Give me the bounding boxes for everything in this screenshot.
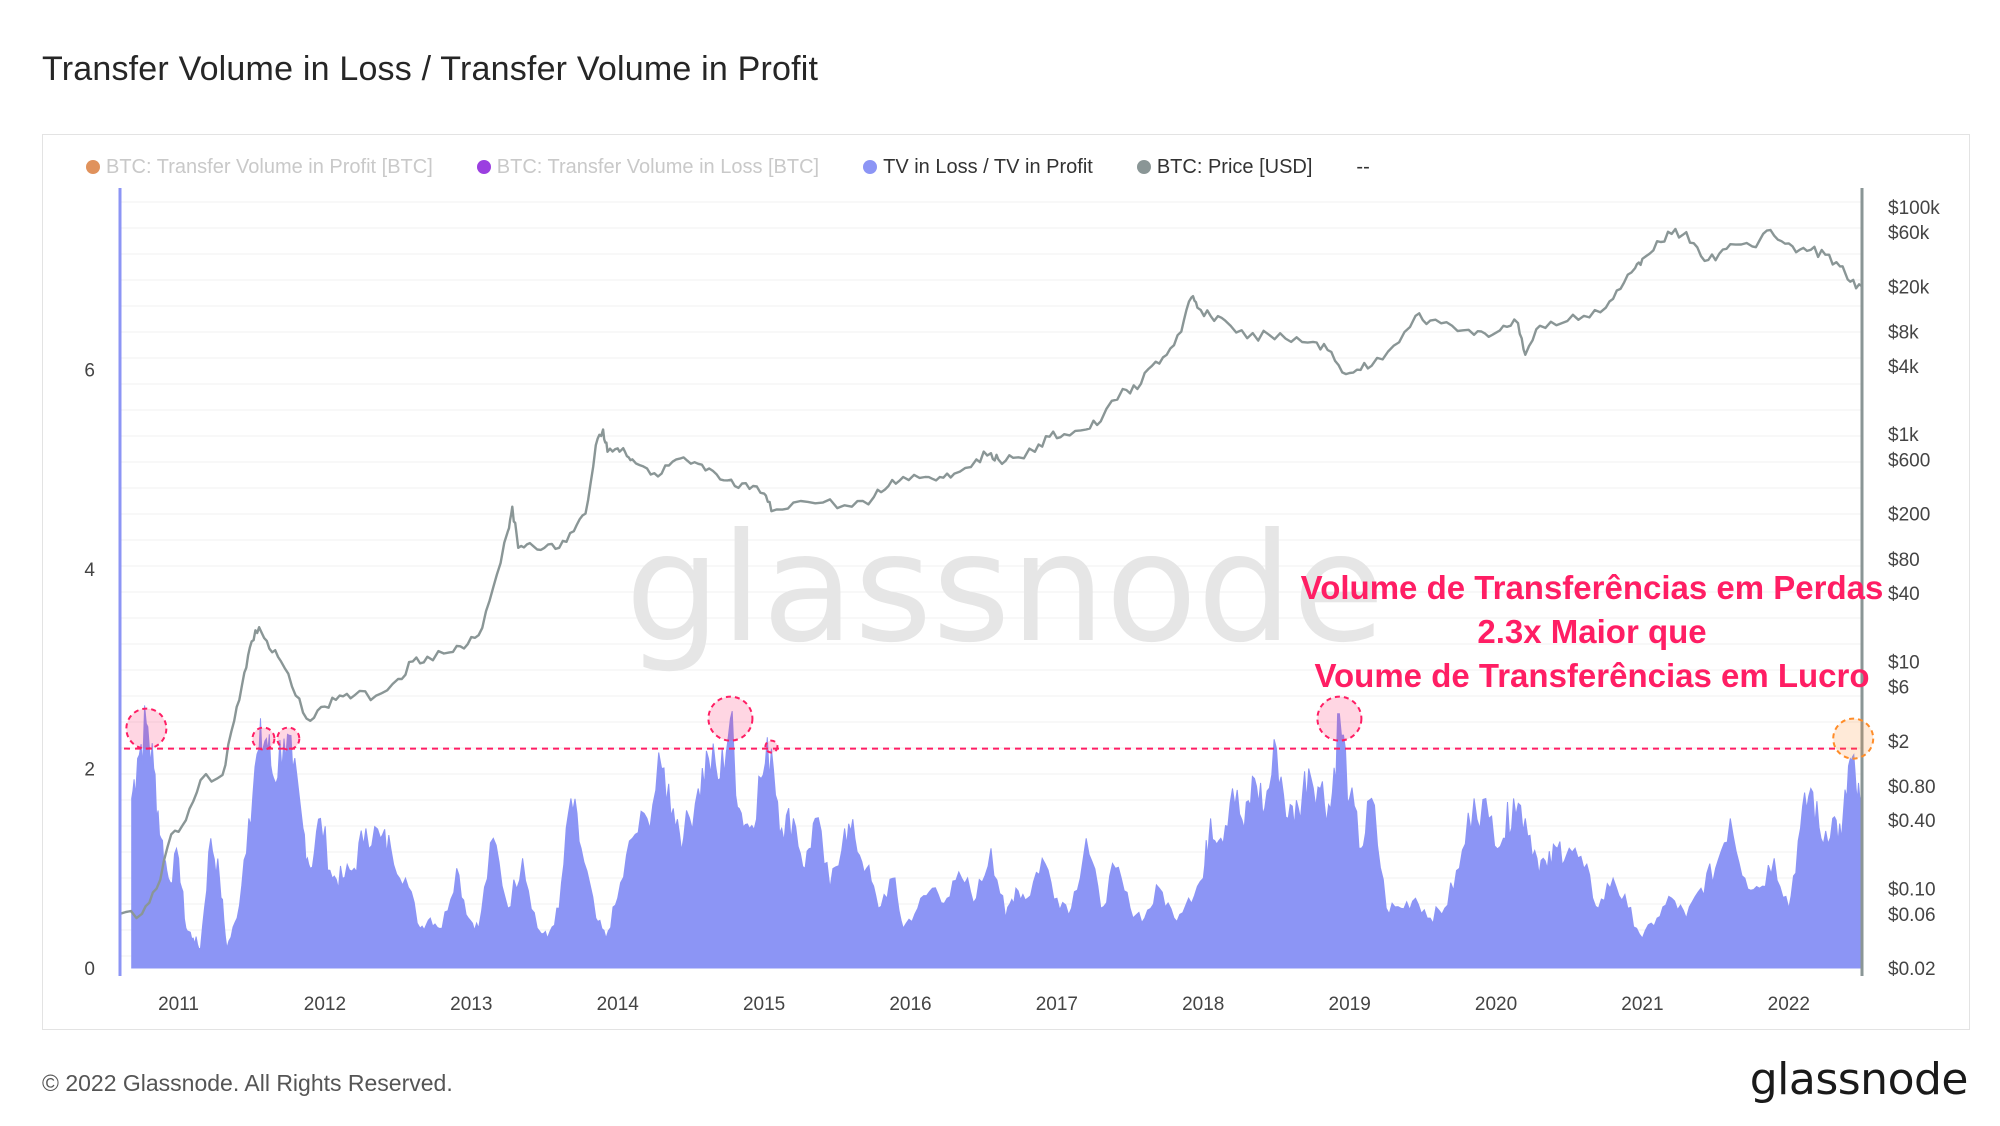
x-tick-label: 2019	[1329, 994, 1371, 1015]
page-title: Transfer Volume in Loss / Transfer Volum…	[42, 50, 819, 88]
y-right-tick-label: $60k	[1888, 223, 1930, 244]
legend-item-extra[interactable]: --	[1356, 156, 1369, 179]
y-right-tick-label: $600	[1888, 450, 1930, 471]
legend-dot-icon	[476, 160, 491, 174]
annotation-text-line: Voume de Transferências em Lucro	[1314, 657, 1869, 694]
y-right-tick-label: $40	[1888, 584, 1920, 605]
y-right-tick-label: $4k	[1888, 357, 1919, 378]
chart-panel	[42, 134, 1970, 1030]
x-tick-label: 2021	[1621, 994, 1663, 1015]
legend-label: TV in Loss / TV in Profit	[883, 155, 1093, 178]
y-right-tick-label: $200	[1888, 505, 1930, 526]
y-right-tick-label: $0.80	[1888, 777, 1936, 798]
x-tick-label: 2015	[743, 994, 785, 1015]
annotation-text-line: 2.3x Maior que	[1477, 613, 1706, 650]
y-right-tick-label: $8k	[1888, 323, 1919, 344]
y-left-tick-label: 2	[84, 760, 95, 781]
y-right-tick-label: $20k	[1888, 277, 1930, 298]
y-right-tick-label: $0.02	[1888, 959, 1936, 980]
legend-item-tv-loss[interactable]: BTC: Transfer Volume in Loss [BTC]	[476, 155, 820, 179]
legend-label: --	[1356, 155, 1370, 178]
x-tick-label: 2022	[1768, 994, 1810, 1015]
legend-item-ratio[interactable]: TV in Loss / TV in Profit	[863, 156, 1093, 179]
y-right-tick-label: $100k	[1888, 198, 1940, 219]
price-line-series	[119, 227, 1863, 920]
y-right-tick-label: $0.06	[1888, 905, 1936, 926]
legend-label: BTC: Transfer Volume in Loss [BTC]	[496, 155, 820, 178]
y-right-tick-label: $0.40	[1888, 811, 1936, 832]
peak-highlight-marker	[276, 726, 301, 751]
legend-item-price[interactable]: BTC: Price [USD]	[1136, 155, 1313, 179]
watermark-text: glassnode	[625, 502, 1384, 676]
footer-logo: glassnode	[1749, 1054, 1969, 1105]
y-right-tick-label: $0.10	[1888, 880, 1936, 901]
legend-label: BTC: Transfer Volume in Profit [BTC]	[106, 155, 433, 178]
annotation-text-line: Volume de Transferências em Perdas	[1301, 569, 1884, 606]
peak-highlight-marker	[251, 726, 276, 751]
legend-dot-icon	[86, 160, 100, 174]
y-left-tick-label: 6	[84, 361, 95, 382]
y-right-tick-label: $6	[1888, 678, 1909, 699]
y-left-tick-label: 0	[84, 959, 95, 980]
x-tick-label: 2014	[597, 994, 640, 1015]
legend-dot-icon	[863, 160, 878, 174]
peak-highlight-marker	[125, 707, 168, 750]
footer-copyright: © 2022 Glassnode. All Rights Reserved.	[42, 1070, 453, 1096]
x-tick-label: 2016	[889, 994, 931, 1015]
ratio-area-series	[131, 705, 1863, 969]
chart-legend: BTC: Transfer Volume in Profit [BTC] BTC…	[86, 152, 1414, 182]
x-tick-label: 2013	[450, 994, 492, 1015]
x-tick-label: 2012	[304, 994, 346, 1015]
peak-highlight-marker	[764, 739, 779, 754]
x-tick-label: 2020	[1475, 994, 1517, 1015]
y-right-tick-label: $10	[1888, 652, 1920, 673]
y-left-tick-label: 4	[84, 560, 95, 581]
x-tick-label: 2018	[1182, 994, 1224, 1015]
y-right-tick-label: $1k	[1888, 425, 1919, 446]
y-right-tick-label: $80	[1888, 550, 1920, 571]
legend-label: BTC: Price [USD]	[1156, 155, 1313, 178]
legend-dot-icon	[1136, 160, 1151, 174]
x-tick-label: 2011	[158, 994, 199, 1015]
peak-highlight-marker	[1316, 695, 1363, 742]
y-right-tick-label: $2	[1888, 732, 1909, 753]
x-tick-label: 2017	[1036, 994, 1078, 1015]
legend-item-tv-profit[interactable]: BTC: Transfer Volume in Profit [BTC]	[86, 156, 433, 179]
peak-highlight-marker	[1832, 717, 1875, 760]
peak-highlight-marker	[707, 695, 754, 742]
